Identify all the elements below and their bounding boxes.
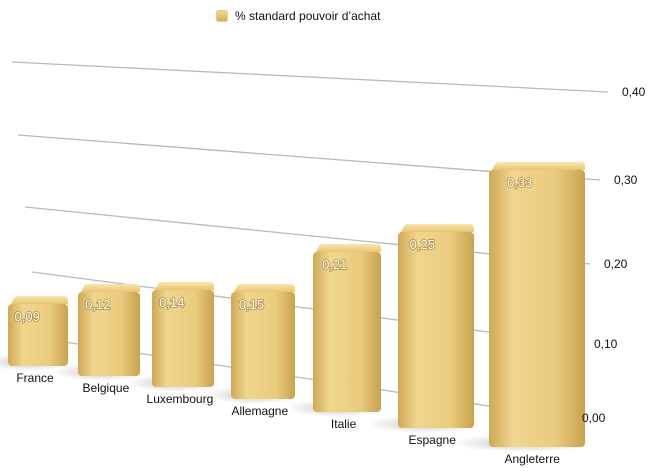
y-tick-label: 0,10 <box>594 337 618 351</box>
bar-top <box>11 296 68 304</box>
y-tick-label: 0,30 <box>614 173 638 187</box>
bar-top <box>316 244 381 252</box>
data-label: 0,12 <box>85 297 110 312</box>
bar-top <box>492 162 585 170</box>
x-tick-label: Allemagne <box>231 404 288 418</box>
bar-top <box>81 284 140 292</box>
data-label: 0,09 <box>15 309 40 324</box>
x-tick-label: Luxembourg <box>147 392 214 406</box>
bar <box>8 304 68 366</box>
bar <box>489 170 585 447</box>
data-label: 0,14 <box>159 295 184 310</box>
bar <box>78 292 140 376</box>
bar-top <box>401 224 474 232</box>
bar <box>231 292 295 399</box>
data-label: 0,33 <box>507 175 532 190</box>
bar-top <box>234 284 295 292</box>
legend-label: % standard pouvoir d’achat <box>235 9 381 23</box>
x-tick-label: Espagne <box>409 433 457 447</box>
y-tick-label: 0,00 <box>582 411 606 425</box>
gridline <box>11 61 609 93</box>
x-tick-label: Belgique <box>83 381 130 395</box>
bar <box>313 252 381 412</box>
data-label: 0,21 <box>322 257 347 272</box>
data-label: 0,15 <box>239 297 264 312</box>
bar <box>398 232 474 428</box>
x-tick-label: France <box>16 371 54 385</box>
data-label: 0,25 <box>410 237 435 252</box>
legend-swatch <box>217 11 227 21</box>
y-tick-label: 0,20 <box>604 257 628 271</box>
legend: % standard pouvoir d’achat <box>217 9 380 23</box>
x-tick-label: Angleterre <box>505 452 561 466</box>
y-tick-label: 0,40 <box>622 85 646 99</box>
x-tick-label: Italie <box>331 417 357 431</box>
bar <box>152 290 214 387</box>
bar-top <box>155 282 214 290</box>
